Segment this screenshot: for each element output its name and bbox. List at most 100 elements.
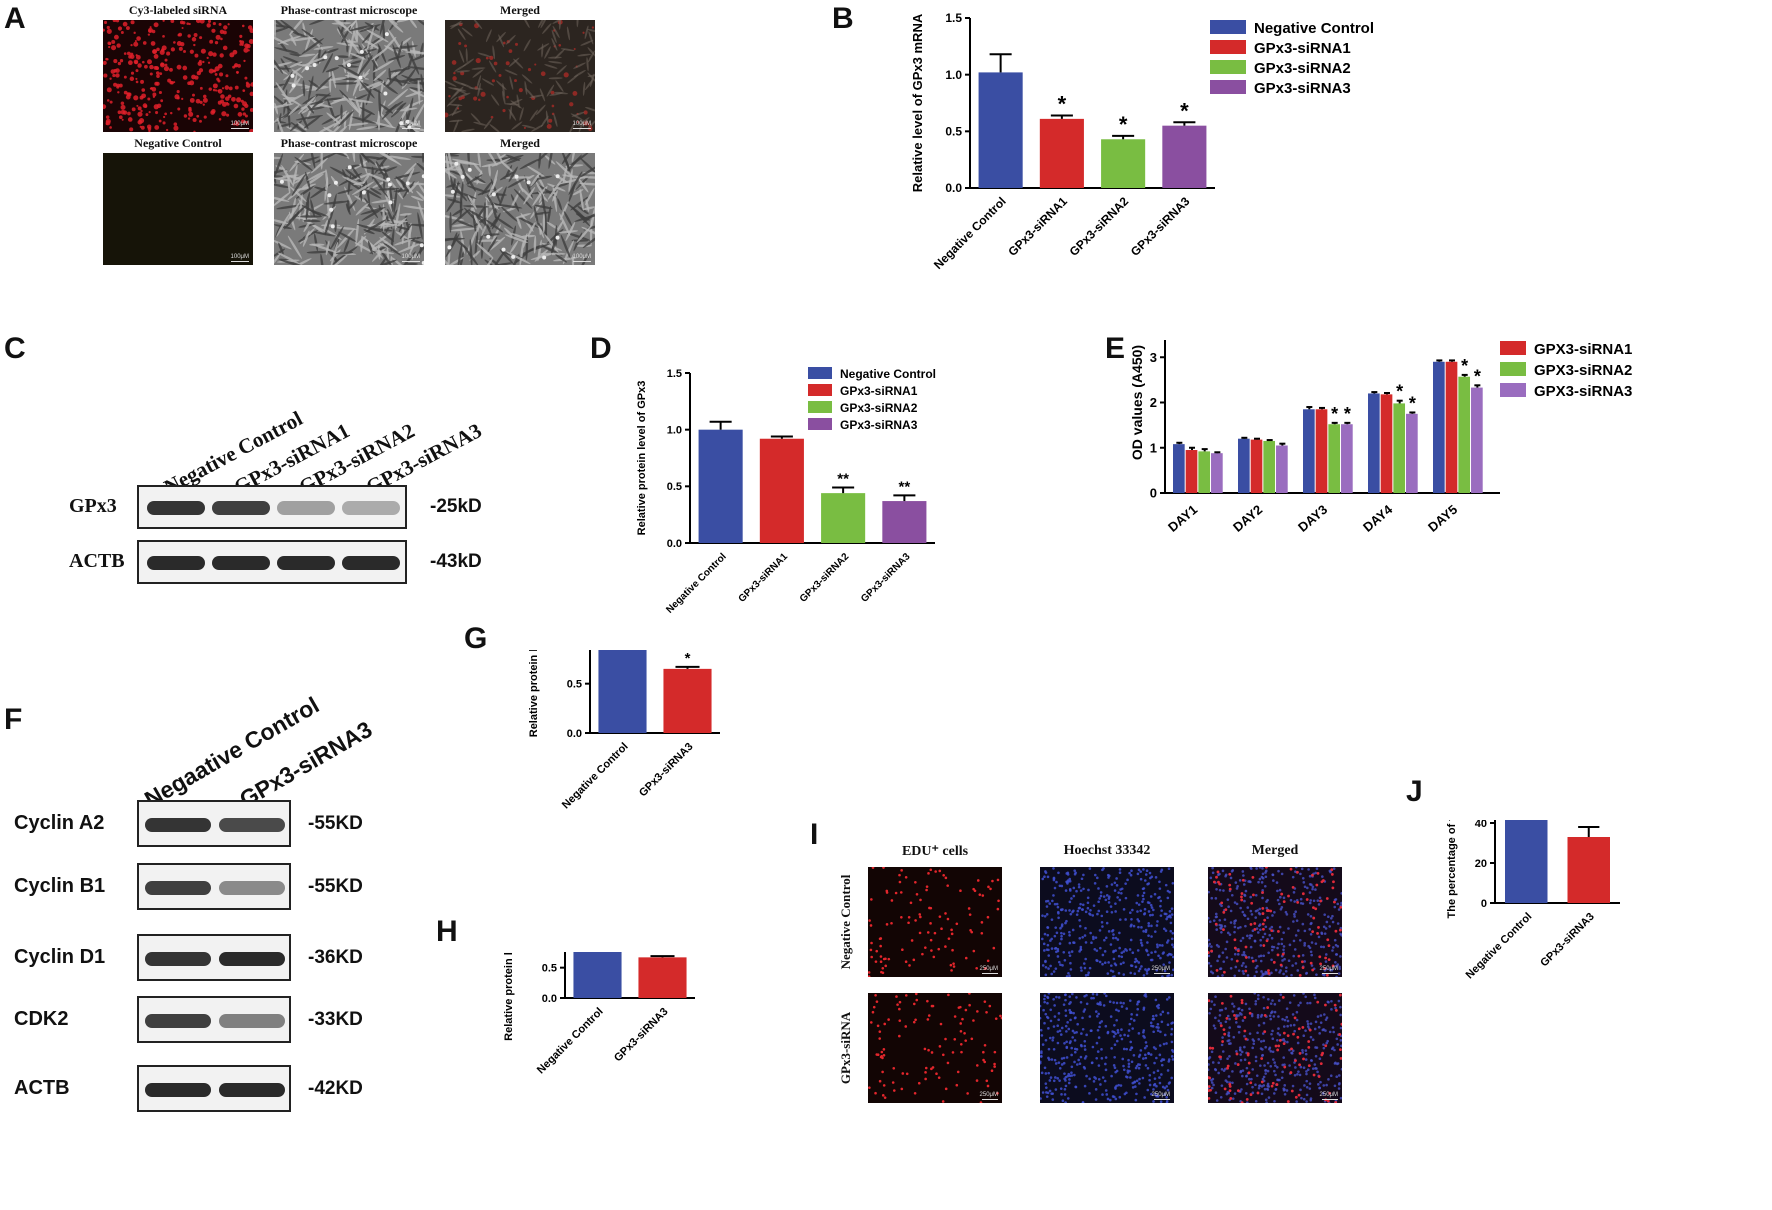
blue-nucleus bbox=[1117, 971, 1121, 975]
cell bbox=[559, 212, 571, 236]
red-signal bbox=[1309, 961, 1313, 965]
blue-nucleus bbox=[1092, 935, 1095, 939]
blue-nucleus bbox=[1254, 1055, 1258, 1059]
blue-nucleus bbox=[1081, 903, 1085, 907]
red-signal bbox=[1208, 999, 1211, 1003]
red-signal bbox=[1327, 944, 1331, 948]
blue-nucleus bbox=[1160, 1063, 1164, 1067]
blue-nucleus bbox=[1139, 909, 1142, 913]
y-tick-label: 0.5 bbox=[667, 481, 682, 493]
blue-nucleus bbox=[1156, 1022, 1160, 1026]
red-signal bbox=[1279, 963, 1283, 967]
blot-row-label: Cyclin B1 bbox=[14, 874, 106, 897]
significance-mark: * bbox=[1180, 98, 1189, 123]
blue-nucleus bbox=[1325, 920, 1329, 924]
red-signal bbox=[908, 964, 911, 967]
blue-nucleus bbox=[1049, 1036, 1052, 1040]
blue-nucleus bbox=[1243, 1034, 1246, 1038]
red-signal bbox=[892, 1066, 896, 1070]
cell bbox=[360, 37, 382, 51]
red-signal bbox=[1298, 1063, 1301, 1067]
blue-nucleus bbox=[1108, 1098, 1112, 1102]
cell bbox=[372, 59, 394, 73]
blue-nucleus bbox=[1040, 1051, 1043, 1055]
legend-label: GPx3-siRNA3 bbox=[1254, 80, 1351, 97]
micrograph: 100μM bbox=[274, 20, 424, 132]
blue-nucleus bbox=[1062, 1003, 1066, 1006]
red-signal bbox=[176, 64, 182, 70]
blue-nucleus bbox=[1154, 998, 1158, 1002]
x-tick-label: GPx3-siRNA1 bbox=[737, 551, 791, 605]
blue-nucleus bbox=[1124, 896, 1128, 900]
red-signal bbox=[898, 873, 901, 877]
blue-nucleus bbox=[1142, 891, 1146, 895]
blue-nucleus bbox=[1208, 954, 1211, 958]
cell bbox=[570, 196, 589, 211]
red-signal bbox=[951, 948, 954, 952]
blue-nucleus bbox=[1162, 963, 1166, 966]
cell bbox=[548, 60, 563, 64]
blot-strip bbox=[137, 800, 291, 847]
red-signal bbox=[219, 53, 224, 58]
blue-nucleus bbox=[1052, 878, 1056, 882]
blue-nucleus bbox=[1237, 1031, 1241, 1034]
red-signal bbox=[191, 74, 196, 80]
blue-nucleus bbox=[1276, 889, 1279, 893]
red-signal bbox=[164, 63, 168, 67]
blue-nucleus bbox=[1078, 937, 1082, 940]
significance-mark: ** bbox=[899, 478, 911, 495]
red-signal bbox=[909, 901, 913, 905]
red-signal bbox=[982, 1058, 985, 1062]
blue-nucleus bbox=[1331, 1026, 1335, 1029]
blue-nucleus bbox=[1261, 867, 1264, 870]
blue-nucleus bbox=[1259, 928, 1262, 932]
blue-nucleus bbox=[1158, 880, 1161, 884]
blue-nucleus bbox=[1112, 1001, 1115, 1004]
blue-nucleus bbox=[1226, 1014, 1230, 1018]
blue-nucleus bbox=[1137, 903, 1141, 906]
blue-nucleus bbox=[1082, 1010, 1086, 1013]
blue-nucleus bbox=[1212, 919, 1216, 922]
blue-nucleus bbox=[1280, 906, 1284, 909]
blue-nucleus bbox=[1142, 868, 1145, 871]
cell bbox=[477, 188, 494, 196]
cell bbox=[330, 193, 337, 221]
blue-nucleus bbox=[1244, 1002, 1248, 1006]
red-signal bbox=[944, 876, 948, 880]
red-signal bbox=[868, 975, 871, 977]
cell bbox=[573, 69, 586, 78]
micrograph: 100μM bbox=[274, 153, 424, 265]
blue-nucleus bbox=[1057, 871, 1060, 875]
blue-nucleus bbox=[1112, 1064, 1116, 1067]
cell bbox=[555, 254, 568, 263]
cell bbox=[321, 114, 341, 125]
cell bbox=[392, 43, 401, 68]
blue-nucleus bbox=[1299, 1001, 1302, 1005]
blue-nucleus bbox=[1213, 1067, 1217, 1071]
blue-nucleus bbox=[1146, 882, 1149, 886]
blue-nucleus bbox=[1104, 1089, 1108, 1092]
blue-nucleus bbox=[1155, 943, 1159, 946]
blue-nucleus bbox=[1256, 1016, 1260, 1019]
blue-nucleus bbox=[1218, 872, 1221, 876]
red-signal bbox=[1263, 918, 1267, 922]
blue-nucleus bbox=[1339, 932, 1342, 936]
blue-nucleus bbox=[1315, 973, 1318, 976]
cell bbox=[473, 217, 487, 227]
red-signal bbox=[196, 114, 200, 118]
cell bbox=[535, 181, 543, 195]
cell bbox=[490, 94, 500, 106]
micrograph-column-title: EDU⁺ cells bbox=[901, 844, 969, 859]
red-signal bbox=[1275, 1083, 1279, 1086]
blue-nucleus bbox=[1218, 954, 1221, 958]
cell bbox=[349, 24, 374, 32]
cell bbox=[566, 26, 570, 41]
cell bbox=[460, 229, 465, 254]
protein-band bbox=[147, 501, 205, 515]
red-signal bbox=[1291, 885, 1295, 889]
red-signal bbox=[118, 115, 123, 120]
cell bbox=[547, 56, 562, 59]
cell bbox=[383, 242, 402, 256]
red-signal bbox=[1248, 1011, 1252, 1015]
scale-bar-label: 100μM bbox=[401, 254, 420, 260]
